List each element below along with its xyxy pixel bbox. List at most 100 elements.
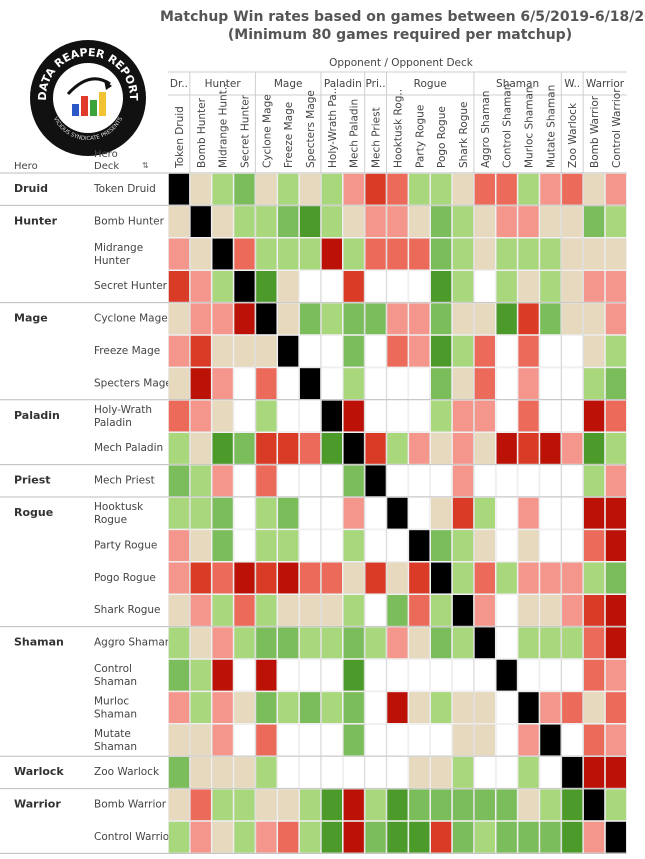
hero-column-header: Hero (14, 161, 38, 172)
heatmap-cell (605, 464, 627, 497)
heatmap-cell (452, 659, 474, 692)
heatmap-cell (342, 270, 365, 303)
heatmap-cell (495, 561, 518, 594)
heatmap-cell (561, 464, 583, 497)
hero-deck-label: Zoo Warlock (94, 766, 160, 778)
heatmap-cell (452, 821, 474, 854)
heatmap-cell (168, 173, 190, 206)
heatmap-cell (342, 529, 365, 562)
heatmap-cell (211, 723, 234, 756)
heatmap-cell (168, 238, 190, 271)
heatmap-cell (539, 270, 562, 303)
heatmap-cell (364, 691, 387, 724)
hero-deck-label-line-2: Paladin (94, 417, 132, 429)
heatmap-cell (255, 367, 278, 400)
opponent-deck-label: Hooktusk Rog.. (392, 89, 404, 168)
heatmap-cell (364, 367, 387, 400)
heatmap-cell (408, 335, 431, 368)
heatmap-cell (430, 561, 452, 594)
heatmap-cell (474, 626, 496, 659)
heatmap-cell (321, 205, 343, 238)
opponent-deck-label: Control Warrior (611, 88, 623, 168)
heatmap-cell (517, 270, 540, 303)
heatmap-cell (277, 756, 299, 789)
chart-title: Matchup Win rates based on games between… (160, 8, 645, 44)
heatmap-cell (539, 367, 562, 400)
heatmap-cell (386, 529, 409, 562)
heatmap-cell (517, 399, 540, 432)
heatmap-cell (495, 270, 518, 303)
heatmap-cell (364, 399, 387, 432)
heatmap-cell (430, 659, 452, 692)
heatmap-cell (452, 497, 474, 530)
heatmap-cell (386, 432, 409, 465)
hero-class-label: Mage (14, 312, 48, 325)
heatmap-cell (190, 302, 212, 335)
heatmap-cell (539, 399, 562, 432)
hero-deck-label: Secret Hunter (94, 280, 168, 292)
heatmap-cell (495, 723, 518, 756)
heatmap-cell (561, 529, 583, 562)
heatmap-cell (277, 335, 299, 368)
heatmap-cell (211, 594, 234, 627)
heatmap-cell (583, 626, 605, 659)
heatmap-cell (364, 821, 387, 854)
heatmap-cell (321, 238, 343, 271)
heatmap-cell (168, 723, 190, 756)
heatmap-cell (452, 367, 474, 400)
heatmap-cell (583, 723, 605, 756)
heatmap-cell (342, 659, 365, 692)
heatmap-cell (605, 626, 627, 659)
heatmap-cell (517, 302, 540, 335)
heatmap-cell (321, 302, 343, 335)
heatmap-cell (277, 723, 299, 756)
heatmap-cell (277, 561, 299, 594)
heatmap-cell (495, 821, 518, 854)
heatmap-cell (211, 529, 234, 562)
heatmap-cell (255, 399, 278, 432)
heatmap-cell (430, 821, 452, 854)
heatmap-cell (386, 756, 409, 789)
heatmap-cell (474, 399, 496, 432)
heatmap-cell (211, 659, 234, 692)
heatmap-cell (321, 529, 343, 562)
heatmap-cell (321, 659, 343, 692)
heatmap-cell (190, 594, 212, 627)
heatmap-cell (605, 270, 627, 303)
heatmap-cell (255, 335, 278, 368)
heatmap-cell (583, 464, 605, 497)
heatmap-cell (561, 335, 583, 368)
opponent-deck-label: Holy-Wrath Pa.. (327, 88, 339, 168)
heatmap-cell (342, 464, 365, 497)
heatmap-cell (474, 464, 496, 497)
heatmap-cell (233, 756, 256, 789)
heatmap-cell (386, 659, 409, 692)
heatmap-cell (255, 626, 278, 659)
heatmap-cell (277, 367, 299, 400)
heatmap-cell (561, 497, 583, 530)
heatmap-cell (364, 561, 387, 594)
heatmap-cell (583, 594, 605, 627)
hero-class-label: Druid (14, 182, 48, 195)
heatmap-cell (430, 626, 452, 659)
heatmap-cell (561, 561, 583, 594)
heatmap-cell (233, 238, 256, 271)
heatmap-cell (583, 367, 605, 400)
heatmap-cell (211, 497, 234, 530)
heatmap-cell (583, 691, 605, 724)
heatmap-cell (168, 367, 190, 400)
heatmap-cell (605, 723, 627, 756)
heatmap-cell (211, 626, 234, 659)
heatmap-cell (408, 497, 431, 530)
heatmap-cell (452, 626, 474, 659)
heatmap-cell (605, 561, 627, 594)
heatmap-cell (168, 464, 190, 497)
opponent-class-label: Mage (274, 78, 303, 90)
opponent-deck-label: Specters Mage (305, 90, 317, 168)
heatmap-cell (255, 594, 278, 627)
heatmap-cell (605, 691, 627, 724)
heatmap-cell (233, 691, 256, 724)
heatmap-cell (168, 432, 190, 465)
hero-deck-label: Party Rogue (94, 539, 157, 551)
heatmap-cell (233, 367, 256, 400)
